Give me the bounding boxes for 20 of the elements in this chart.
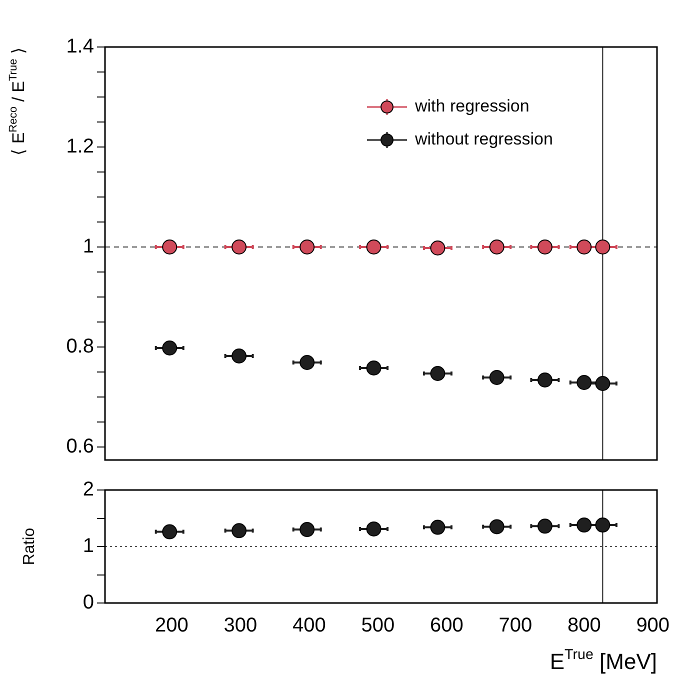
legend-label: with regression [414,96,530,116]
x-tick-label: 900 [636,614,670,637]
x-tick-label: 500 [361,614,395,637]
y-tick-label: 1 [82,236,94,258]
x-tick-label: 600 [430,614,464,637]
x-tick-label: 700 [498,614,532,637]
y-tick-label: 1.4 [66,36,94,58]
y-tick-label: 0 [82,592,94,614]
y-tick-label: 2 [82,478,94,501]
legend-label: without regression [414,130,553,149]
y-tick-label: 1 [82,535,94,558]
x-tick-label: 800 [567,614,601,637]
x-tick-label: 400 [292,614,326,637]
x-tick-label: 200 [154,614,188,637]
y-axis-title: Ratio [21,528,38,566]
y-tick-label: 0.6 [66,436,94,458]
x-tick-label: 300 [224,614,258,637]
y-tick-label: 0.8 [66,336,94,358]
y-axis-title: ⟨ EReco / ETrue ⟩ [7,46,28,156]
y-tick-label: 1.2 [66,136,94,158]
